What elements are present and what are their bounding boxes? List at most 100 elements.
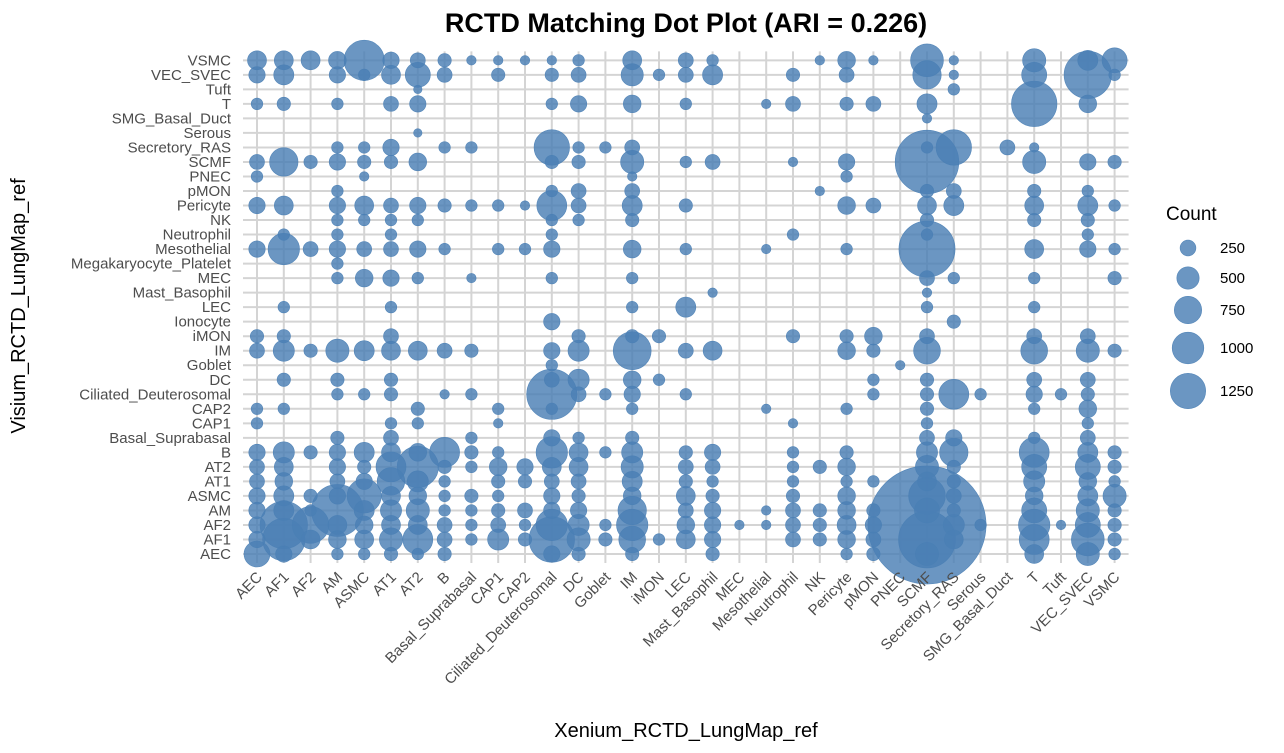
dot-at1-pmon	[867, 475, 880, 488]
dot-imon-pericyte	[839, 329, 854, 344]
dot-at1-pericyte	[840, 475, 853, 488]
dot-cap1-at1	[384, 417, 398, 430]
dot-af1-cap2	[517, 532, 533, 547]
dot-aec-af1	[275, 545, 293, 563]
dot-asmc-b	[438, 489, 451, 503]
dot-aec-pericyte	[840, 547, 853, 561]
dot-mesothelial-af2	[302, 241, 319, 257]
dot-t-scmf	[916, 93, 938, 115]
dot-ciliated-deuterosomal-tuft	[1054, 388, 1068, 401]
dot-am-aec	[248, 501, 266, 519]
dot-imon-dc	[571, 329, 586, 344]
dot-dc-am	[330, 372, 345, 387]
dot-asmc-basal-suprabasal	[464, 488, 479, 503]
dot-neutrophil-neutrophil	[786, 228, 800, 241]
dot-t-neutrophil	[785, 96, 801, 112]
dot-aec-vsmc	[1108, 547, 1121, 561]
dot-af1-goblet	[598, 532, 613, 547]
dot-asmc-ciliated-deuterosomal	[543, 487, 561, 505]
dot-vsmc-mast-basophil	[706, 54, 719, 67]
dot-ciliated-deuterosomal-scmf	[919, 387, 935, 402]
dot-mesothelial-b	[438, 242, 451, 256]
dot-af1-mast-basophil	[704, 530, 722, 548]
dot-cap1-neutrophil	[787, 418, 799, 429]
dot-b-aec	[248, 443, 266, 461]
dot-cap2-ciliated-deuterosomal	[545, 402, 558, 415]
dot-af2-neutrophil	[785, 517, 801, 533]
dot-secretory-ras-am	[331, 141, 344, 154]
dot-asmc-secretory-ras	[945, 488, 962, 504]
dot-imon-aec	[249, 329, 265, 344]
dot-neutrophil-ciliated-deuterosomal	[545, 228, 558, 241]
dot-vsmc-vec-svec	[1077, 49, 1099, 71]
dot-af2-cap1	[490, 517, 507, 533]
dot-serous-at2	[413, 128, 423, 138]
dot-im-basal-suprabasal	[464, 343, 479, 358]
dot-af2-nk	[812, 517, 827, 532]
dot-af2-cap2	[518, 518, 532, 532]
dot-vec-svec-scmf	[912, 60, 942, 90]
dot-aec-im	[625, 546, 640, 562]
dot-pmon-ciliated-deuterosomal	[545, 184, 558, 198]
legend-dot-750	[1174, 296, 1202, 324]
dot-dc-af1	[276, 372, 291, 387]
dot-mast-basophil-mast-basophil	[707, 287, 718, 298]
dot-t-im	[623, 94, 642, 114]
dot-cap2-at2	[410, 401, 425, 416]
dot-at1-neutrophil	[786, 475, 800, 488]
y-tick-t: T	[222, 96, 231, 113]
dot-at1-mast-basophil	[706, 475, 719, 488]
dot-at2-am	[328, 458, 346, 476]
dot-cap1-cap1	[493, 418, 504, 429]
dot-am-scmf	[914, 497, 940, 524]
dot-vsmc-b	[437, 53, 452, 68]
dot-neutrophil-am	[331, 228, 344, 241]
dot-vsmc-at2	[409, 52, 426, 69]
dot-am-lec	[677, 502, 694, 519]
dot-am-cap2	[517, 502, 533, 519]
dot-at1-cap1	[491, 474, 506, 489]
x-tick-af2: AF2	[288, 569, 319, 600]
dot-im-af1	[272, 339, 295, 362]
dot-imon-t	[1026, 328, 1042, 345]
dot-pericyte-aec	[248, 197, 266, 215]
dot-mec-secretory-ras	[947, 272, 960, 285]
dot-pericyte-scmf	[917, 195, 937, 216]
dot-at1-af1	[274, 472, 293, 491]
dot-scmf-af1	[269, 147, 299, 177]
dot-im-ciliated-deuterosomal	[543, 342, 561, 360]
dot-ciliated-deuterosomal-am	[331, 388, 344, 401]
y-tick-dc: DC	[209, 372, 231, 389]
dot-mesothelial-cap1	[492, 242, 505, 256]
dot-at1-cap2	[517, 474, 533, 489]
dot-secretory-ras-im	[624, 139, 641, 156]
legend-dot-500	[1176, 266, 1200, 290]
dot-im-pericyte	[837, 341, 856, 360]
dot-scmf-neutrophil	[787, 156, 799, 168]
dot-pmon-im	[624, 183, 641, 199]
dot-secretory-ras-asmc	[358, 141, 371, 154]
dot-nk-ciliated-deuterosomal	[545, 213, 558, 227]
dot-vsmc-af1	[274, 50, 294, 71]
dot-am-vsmc	[1107, 503, 1122, 518]
dot-am-secretory-ras	[946, 503, 961, 518]
dot-secretory-ras-smg-basal-duct	[999, 139, 1016, 156]
dot-asmc-mast-basophil	[705, 488, 720, 503]
dot-mesothelial-lec	[679, 242, 692, 256]
dot-mesothelial-pericyte	[840, 242, 853, 256]
dot-asmc-cap1	[492, 489, 505, 503]
dot-am-mesothelial	[761, 505, 772, 516]
dot-imon-neutrophil	[785, 329, 801, 344]
dot-mesothelial-cap2	[518, 242, 532, 256]
dot-aec-t	[1024, 544, 1044, 564]
dot-asmc-dc	[571, 488, 586, 503]
dot-af2-mast-basophil	[704, 516, 722, 534]
dot-pmon-scmf	[919, 183, 935, 199]
dot-lec-t	[1028, 301, 1041, 314]
dot-ciliated-deuterosomal-im	[623, 385, 641, 403]
dot-pericyte-asmc	[354, 195, 374, 216]
dot-scmf-vec-svec	[1079, 153, 1097, 171]
dot-im-dc	[567, 339, 590, 362]
dot-cap2-cap1	[492, 402, 505, 415]
dot-vec-svec-am	[328, 66, 346, 84]
